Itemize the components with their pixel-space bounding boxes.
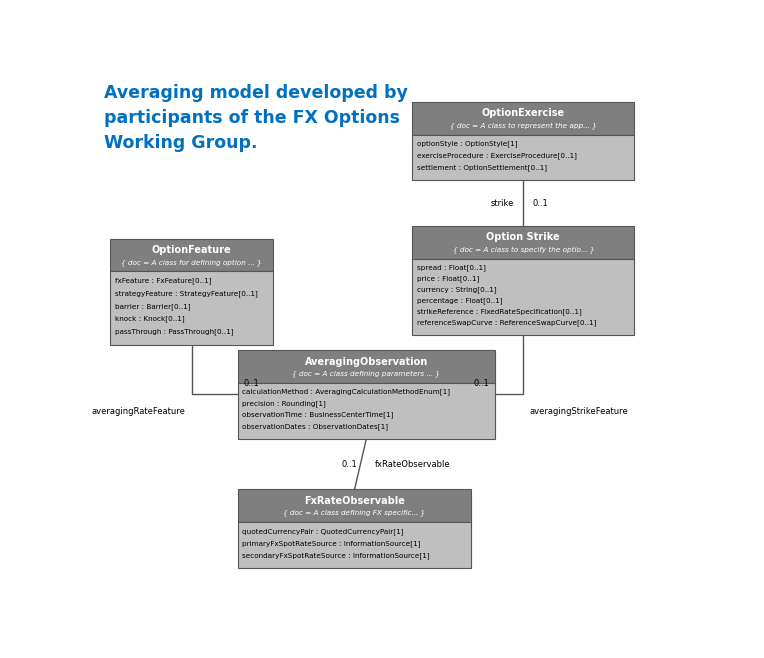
Text: averagingStrikeFeature: averagingStrikeFeature (529, 407, 628, 416)
Text: secondaryFxSpotRateSource : InformationSource[1]: secondaryFxSpotRateSource : InformationS… (242, 552, 430, 559)
Text: strike: strike (491, 199, 514, 207)
Text: { doc = A class defining parameters ... }: { doc = A class defining parameters ... … (293, 370, 440, 377)
Text: Option Strike: Option Strike (487, 232, 560, 242)
Text: passThrough : PassThrough[0..1]: passThrough : PassThrough[0..1] (115, 328, 234, 335)
FancyBboxPatch shape (110, 272, 274, 345)
Text: 0..1: 0..1 (533, 199, 548, 207)
Text: referenceSwapCurve : ReferenceSwapCurve[0..1]: referenceSwapCurve : ReferenceSwapCurve[… (417, 320, 597, 326)
Text: currency : String[0..1]: currency : String[0..1] (417, 286, 497, 293)
Text: price : Float[0..1]: price : Float[0..1] (417, 275, 479, 282)
FancyBboxPatch shape (413, 102, 634, 135)
FancyBboxPatch shape (110, 239, 274, 272)
Text: optionStyle : OptionStyle[1]: optionStyle : OptionStyle[1] (417, 140, 517, 147)
Text: OptionFeature: OptionFeature (152, 245, 231, 255)
Text: observationTime : BusinessCenterTime[1]: observationTime : BusinessCenterTime[1] (242, 411, 393, 418)
Text: averagingRateFeature: averagingRateFeature (92, 407, 186, 416)
Text: 0..1: 0..1 (474, 379, 489, 388)
FancyBboxPatch shape (413, 135, 634, 180)
Text: observationDates : ObservationDates[1]: observationDates : ObservationDates[1] (242, 423, 388, 430)
Text: fxFeature : FxFeature[0..1]: fxFeature : FxFeature[0..1] (115, 278, 212, 284)
Text: OptionExercise: OptionExercise (482, 109, 565, 118)
Text: { doc = A class to represent the app... }: { doc = A class to represent the app... … (450, 122, 597, 129)
Text: spread : Float[0..1]: spread : Float[0..1] (417, 264, 486, 270)
Text: calculationMethod : AveragingCalculationMethodEnum[1]: calculationMethod : AveragingCalculation… (242, 388, 450, 395)
Text: quotedCurrencyPair : QuotedCurrencyPair[1]: quotedCurrencyPair : QuotedCurrencyPair[… (242, 528, 404, 535)
FancyBboxPatch shape (413, 226, 634, 259)
Text: { doc = A class to specify the optio... }: { doc = A class to specify the optio... … (452, 246, 594, 253)
FancyBboxPatch shape (238, 350, 495, 383)
Text: fxRateObservable: fxRateObservable (375, 459, 451, 468)
Text: precision : Rounding[1]: precision : Rounding[1] (242, 400, 326, 407)
FancyBboxPatch shape (238, 490, 471, 522)
FancyBboxPatch shape (413, 259, 634, 335)
Text: strategyFeature : StrategyFeature[0..1]: strategyFeature : StrategyFeature[0..1] (115, 290, 257, 297)
Text: primaryFxSpotRateSource : InformationSource[1]: primaryFxSpotRateSource : InformationSou… (242, 540, 421, 547)
Text: AveragingObservation: AveragingObservation (305, 357, 428, 367)
Text: { doc = A class for defining option ... }: { doc = A class for defining option ... … (121, 259, 262, 266)
FancyBboxPatch shape (238, 383, 495, 439)
Text: { doc = A class defining FX specific... }: { doc = A class defining FX specific... … (283, 510, 426, 517)
Text: exerciseProcedure : ExerciseProcedure[0..1]: exerciseProcedure : ExerciseProcedure[0.… (417, 152, 577, 159)
Text: barrier : Barrier[0..1]: barrier : Barrier[0..1] (115, 303, 190, 310)
Text: knock : Knock[0..1]: knock : Knock[0..1] (115, 316, 185, 322)
Text: settlement : OptionSettlement[0..1]: settlement : OptionSettlement[0..1] (417, 164, 547, 171)
Text: Averaging model developed by
participants of the FX Options
Working Group.: Averaging model developed by participant… (105, 84, 408, 152)
FancyBboxPatch shape (238, 522, 471, 568)
Text: 0..1: 0..1 (244, 379, 259, 388)
Text: 0..1: 0..1 (342, 459, 358, 468)
Text: strikeReference : FixedRateSpecification[0..1]: strikeReference : FixedRateSpecification… (417, 309, 581, 315)
Text: FxRateObservable: FxRateObservable (304, 496, 405, 506)
Text: percentage : Float[0..1]: percentage : Float[0..1] (417, 297, 503, 304)
